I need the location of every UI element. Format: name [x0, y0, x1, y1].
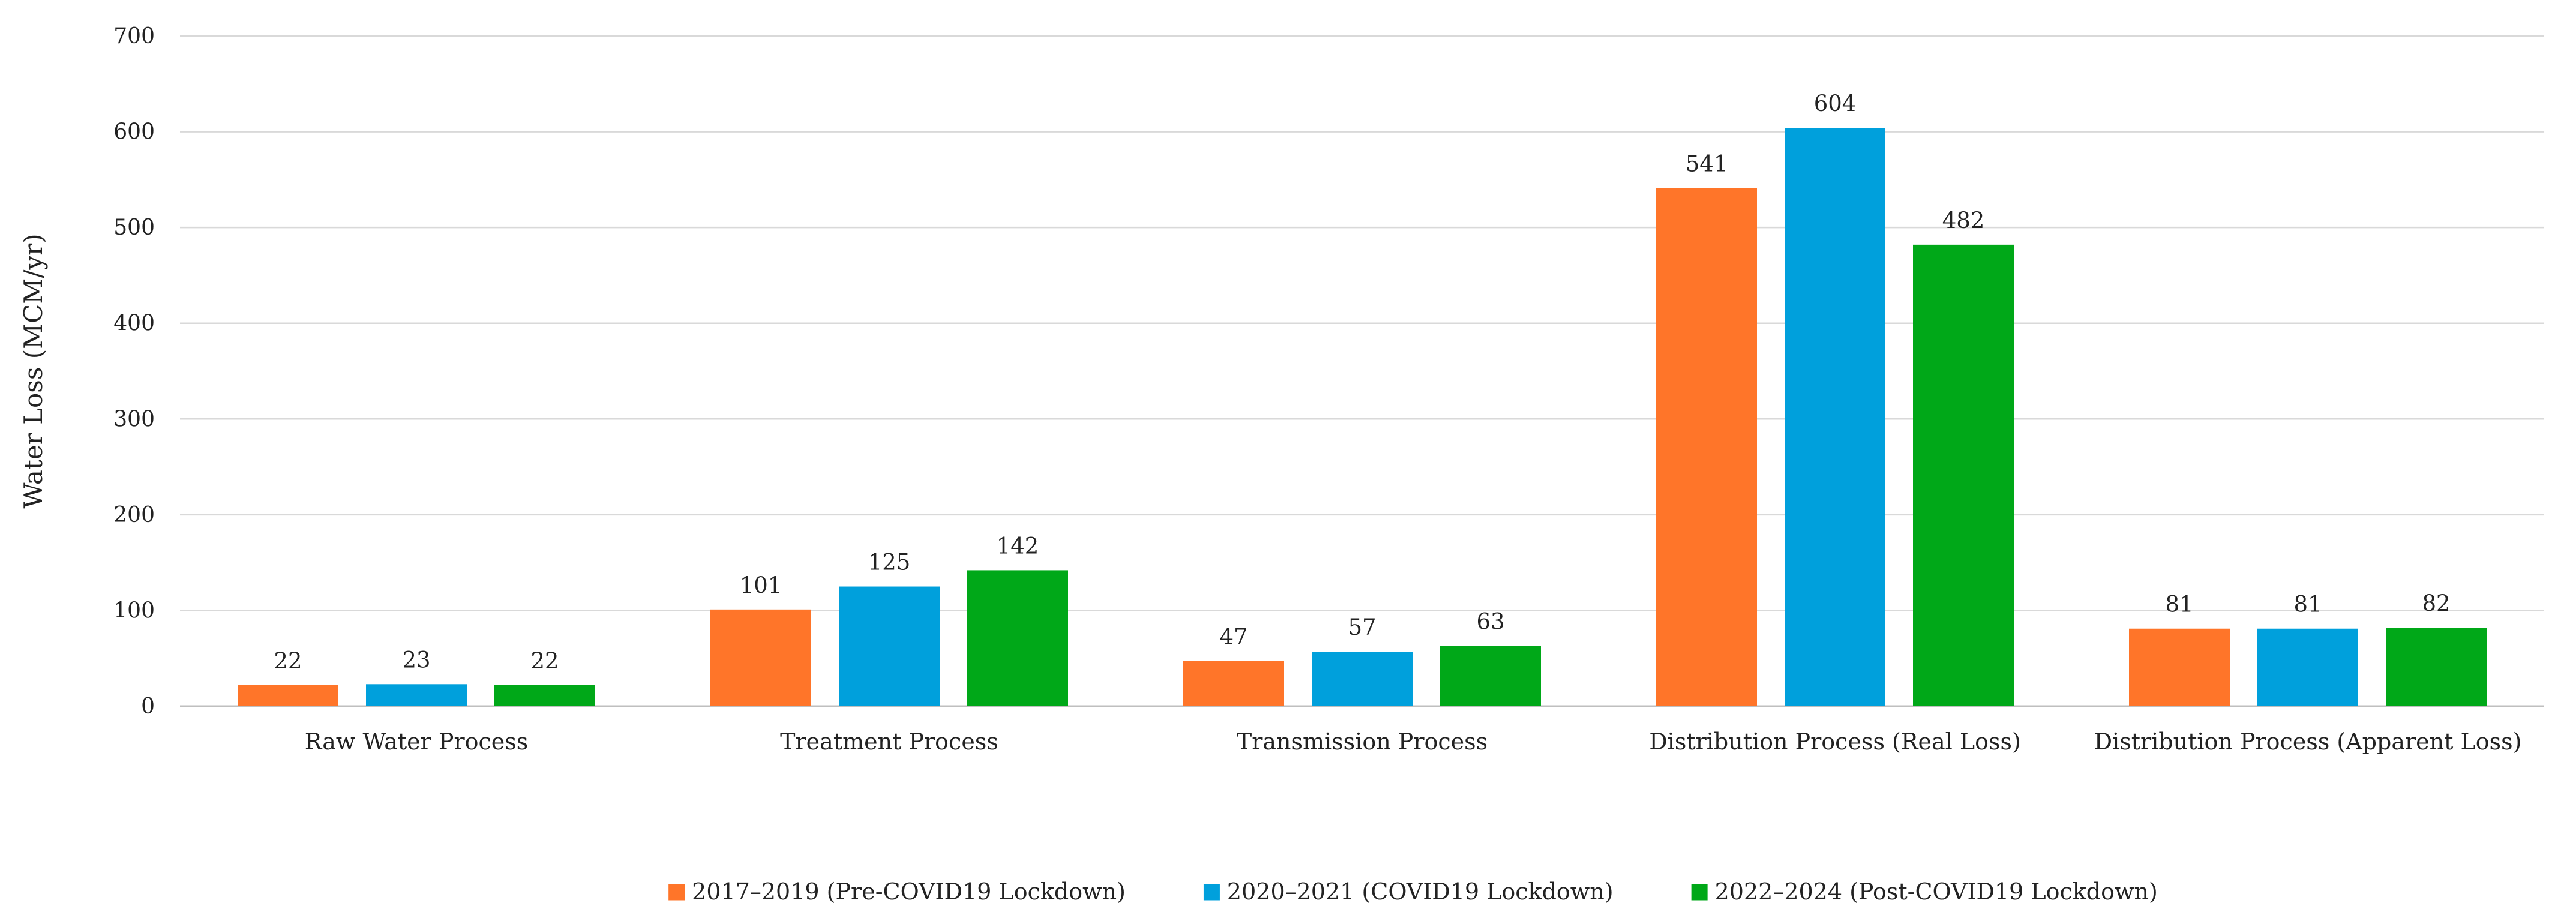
bar [967, 570, 1068, 706]
bar [1656, 188, 1757, 706]
data-label: 81 [2165, 592, 2193, 617]
bar [2257, 628, 2358, 706]
bar [1785, 128, 1885, 706]
data-label: 101 [740, 572, 782, 598]
data-label: 541 [1686, 151, 1728, 177]
data-label: 22 [530, 648, 559, 674]
bar [1312, 652, 1413, 706]
bar [710, 609, 811, 706]
data-label: 142 [997, 533, 1039, 559]
bar [2129, 628, 2230, 706]
y-tick-label: 700 [113, 24, 155, 49]
y-tick-label: 600 [113, 120, 155, 145]
data-label: 63 [1476, 608, 1504, 634]
data-labels: 22 23 22 101 125 142 47 57 63 541 604 482 81 81 82 [274, 91, 2450, 674]
bar [1183, 661, 1284, 706]
x-category-label: Raw Water Process [305, 728, 529, 755]
bar [839, 586, 940, 706]
y-tick-label: 300 [113, 407, 155, 431]
legend: 2017–2019 (Pre-COVID19 Lockdown) 2020–202… [668, 878, 2158, 905]
bar [1440, 646, 1541, 706]
bar [2386, 628, 2487, 706]
bar [494, 685, 595, 706]
y-tick-label: 500 [113, 215, 155, 240]
bars [238, 128, 2487, 706]
legend-swatch [668, 884, 685, 901]
y-axis-title: Water Loss (MCM/yr) [19, 233, 48, 508]
legend-label: 2020–2021 (COVID19 Lockdown) [1227, 878, 1614, 905]
data-label: 482 [1942, 208, 1985, 233]
x-category-label: Distribution Process (Apparent Loss) [2094, 728, 2522, 755]
data-label: 22 [274, 648, 302, 674]
legend-swatch [1691, 884, 1708, 901]
data-label: 23 [402, 647, 430, 673]
bar [238, 685, 338, 706]
data-label: 604 [1814, 91, 1857, 116]
y-tick-label: 400 [113, 311, 155, 336]
legend-label: 2022–2024 (Post-COVID19 Lockdown) [1715, 878, 2158, 905]
data-label: 81 [2293, 592, 2322, 617]
bar [366, 684, 467, 706]
x-category-label: Distribution Process (Real Loss) [1649, 728, 2021, 755]
y-tick-label: 0 [141, 694, 155, 719]
data-label: 82 [2422, 590, 2450, 616]
x-category-label: Treatment Process [780, 728, 998, 755]
bar [1913, 244, 2014, 706]
y-tick-label: 100 [113, 598, 155, 623]
legend-label: 2017–2019 (Pre-COVID19 Lockdown) [692, 878, 1126, 905]
x-category-label: Transmission Process [1237, 728, 1488, 755]
y-tick-label: 200 [113, 503, 155, 527]
axes: 0 100 200 300 400 500 600 700 Water Loss (MCM/yr… [19, 24, 2521, 755]
legend-swatch [1203, 884, 1220, 901]
data-label: 125 [868, 550, 911, 575]
data-label: 47 [1219, 624, 1247, 650]
data-label: 57 [1348, 614, 1376, 640]
